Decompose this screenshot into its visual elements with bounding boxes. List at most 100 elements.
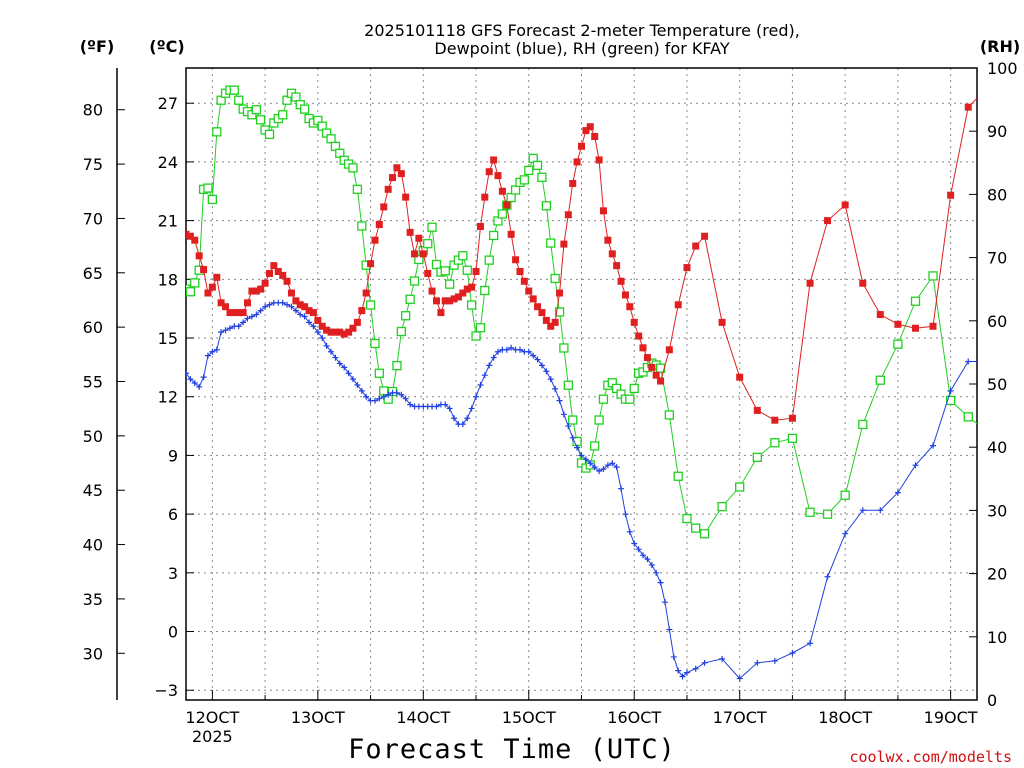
fahrenheit-tick-label: 45 — [83, 481, 103, 500]
rh-point — [203, 183, 213, 193]
dewpoint-point — [626, 528, 633, 535]
dewpoint-point — [530, 352, 537, 359]
temperature-point — [806, 279, 814, 287]
dewpoint-point — [332, 354, 339, 361]
dewpoint-point — [196, 383, 203, 390]
temperature-point — [613, 262, 621, 270]
temperature-point — [718, 318, 726, 326]
rh-point — [928, 271, 938, 281]
rh-point — [875, 375, 885, 385]
temperature-point — [472, 267, 480, 275]
fahrenheit-tick-label: 40 — [83, 536, 103, 555]
temperature-point — [358, 307, 366, 315]
temperature-point — [406, 228, 414, 236]
dewpoint-point — [644, 556, 651, 563]
dewpoint-point — [407, 401, 414, 408]
rh-tick-label: 80 — [987, 185, 1007, 204]
dewpoint-point — [877, 507, 884, 514]
temperature-point — [424, 269, 432, 277]
rh-point — [554, 307, 565, 317]
temperature-point — [771, 416, 779, 424]
temperature-point — [573, 158, 581, 166]
dewpoint-point — [218, 329, 225, 336]
rh-point — [392, 361, 402, 371]
temperature-point — [551, 318, 559, 326]
temperature-point — [569, 179, 577, 187]
temperature-point — [384, 185, 392, 193]
dewpoint-point — [376, 395, 383, 402]
rh-point — [352, 184, 363, 194]
dewpoint-point — [213, 346, 220, 353]
temperature-point — [516, 267, 524, 275]
dewpoint-point — [675, 667, 682, 674]
temperature-point — [222, 303, 230, 311]
dewpoint-point — [336, 360, 343, 367]
temperature-point — [327, 328, 335, 336]
temperature-point — [604, 236, 612, 244]
rh-point — [546, 238, 556, 248]
rh-point — [326, 134, 336, 144]
dewpoint-point — [613, 464, 620, 471]
rh-point — [506, 192, 516, 203]
dewpoint-point — [266, 301, 273, 308]
dewpoint-point — [587, 460, 594, 467]
temperature-point — [648, 363, 656, 371]
rh-tick-label: 10 — [987, 628, 1007, 647]
temperature-point — [586, 123, 594, 131]
rh-point — [550, 273, 560, 284]
temperature-point — [353, 318, 361, 326]
temperature-point — [841, 201, 849, 209]
temperature-point — [692, 242, 700, 250]
dewpoint-point — [842, 530, 849, 537]
rh-point — [445, 279, 455, 289]
temperature-point — [929, 322, 937, 330]
dewpoint-point — [310, 323, 317, 330]
rh-point — [212, 127, 222, 137]
temperature-point — [204, 289, 212, 297]
dewpoint-point — [363, 393, 370, 400]
dewpoint-point — [402, 395, 409, 402]
rh-point — [1017, 244, 1024, 252]
temperature-point — [393, 164, 401, 172]
rh-tick-label: 0 — [987, 691, 997, 710]
rh-unit-label: (RH) — [980, 37, 1020, 56]
rh-point — [291, 92, 301, 102]
fahrenheit-unit-label: (ºF) — [80, 37, 115, 56]
rh-point — [427, 222, 437, 232]
dewpoint-point — [679, 673, 686, 680]
dewpoint-point — [240, 319, 247, 326]
rh-point — [466, 300, 477, 310]
rh-point — [563, 380, 573, 390]
temperature-point — [639, 344, 647, 352]
temperature-point — [415, 234, 423, 242]
temperature-point — [463, 285, 471, 293]
dewpoint-point — [670, 653, 677, 660]
rh-point — [510, 185, 521, 195]
temperature-point — [503, 201, 511, 209]
rh-point — [471, 331, 481, 341]
temperature-point — [226, 309, 234, 317]
temperature-point — [529, 295, 537, 303]
dewpoint-point — [279, 299, 286, 306]
rh-tick-label: 100 — [987, 59, 1018, 78]
dewpoint-point — [226, 325, 233, 332]
rh-point — [396, 326, 407, 337]
temperature-point — [564, 211, 572, 219]
temperature-point — [520, 277, 528, 285]
rh-point — [910, 296, 921, 306]
temperature-point — [788, 414, 796, 422]
temperature-point — [556, 289, 564, 297]
x-tick-label: 14OCT — [396, 708, 450, 727]
temperature-point — [982, 86, 989, 93]
celsius-tick-label: 3 — [168, 564, 178, 583]
dewpoint-point — [965, 358, 972, 365]
dewpoint-point — [591, 464, 598, 471]
dewpoint-point — [209, 348, 216, 355]
dewpoint-series — [186, 299, 977, 682]
celsius-tick-label: 15 — [158, 329, 178, 348]
temperature-point — [195, 252, 203, 260]
dewpoint-point — [666, 626, 673, 633]
temperature-point — [507, 230, 515, 238]
rh-point — [405, 294, 415, 304]
rh-point — [893, 339, 903, 349]
